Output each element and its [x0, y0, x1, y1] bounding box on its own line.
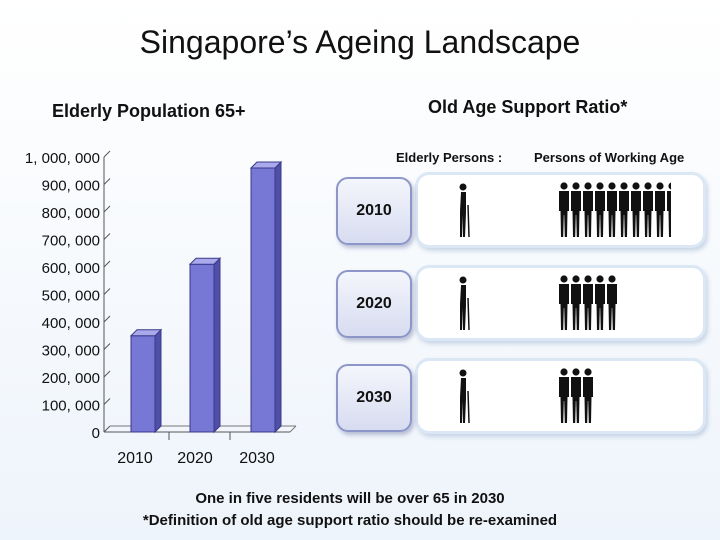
working-person-icon	[655, 182, 665, 237]
year-label-2020: 2020	[336, 270, 412, 338]
bar-top-2010	[129, 329, 163, 337]
y-gridline	[103, 425, 111, 433]
elderly-figures	[458, 274, 470, 332]
y-gridline	[103, 315, 111, 323]
y-gridline	[103, 343, 111, 350]
y-tick-label: 900, 000	[42, 178, 100, 195]
working-person-icon	[631, 182, 641, 237]
x-tick-label: 2030	[239, 450, 275, 467]
y-gridline	[103, 205, 111, 213]
working-person-icon	[571, 182, 581, 237]
working-person-icon	[607, 275, 617, 330]
working-person-icon	[559, 182, 569, 237]
y-tick-label: 1, 000, 000	[25, 150, 100, 167]
bar-side-2020	[213, 257, 221, 434]
working-age-figures	[558, 274, 618, 332]
working-age-figures	[558, 367, 594, 425]
working-person-icon	[667, 182, 671, 237]
y-gridline	[103, 150, 111, 158]
bar-side-2030	[274, 160, 282, 434]
working-person-icon	[607, 182, 617, 237]
bar-2010	[130, 335, 156, 433]
elderly-population-heading: Elderly Population 65+	[52, 101, 246, 121]
y-tick-label: 600, 000	[42, 260, 100, 277]
bar-2020	[189, 263, 215, 433]
support-ratio-heading: Old Age Support Ratio*	[428, 97, 628, 117]
y-gridline	[103, 370, 111, 378]
y-tick-label: 800, 000	[42, 205, 100, 222]
working-person-icon	[643, 182, 653, 237]
working-person-icon	[583, 368, 593, 423]
x-tick-label: 2010	[117, 450, 153, 467]
bar-top-2020	[188, 257, 222, 265]
y-tick-label: 700, 000	[42, 233, 100, 250]
y-tick-label: 100, 000	[42, 398, 100, 415]
elderly-population-chart: 0 100, 000 200, 000 300, 000 400, 000 500, 00…	[25, 150, 297, 467]
slide-title: Singapore’s Ageing Landscape	[139, 24, 581, 60]
bar-2030	[250, 167, 276, 433]
y-tick-label: 400, 000	[42, 315, 100, 332]
working-person-icon	[559, 368, 569, 423]
year-label-2030: 2030	[336, 364, 412, 432]
bar-top-2030	[249, 161, 283, 169]
working-person-icon	[595, 275, 605, 330]
elderly-person-icon	[459, 276, 470, 331]
y-gridline	[103, 260, 111, 268]
working-person-icon	[571, 275, 581, 330]
x-axis-corner	[289, 425, 297, 433]
elderly-person-icon	[459, 369, 470, 424]
working-person-icon	[595, 182, 605, 237]
ratio-row-2020	[415, 265, 706, 341]
y-gridline	[103, 178, 111, 185]
legend-working-age: Persons of Working Age	[534, 150, 685, 165]
legend-elderly-persons: Elderly Persons :	[396, 150, 503, 165]
ratio-row-2010	[415, 172, 706, 248]
working-person-icon	[619, 182, 629, 237]
footer-note-residents: One in five residents will be over 65 in…	[195, 490, 505, 507]
working-person-icon	[571, 368, 581, 423]
bar-side-2010	[154, 328, 162, 434]
year-label-2010: 2010	[336, 177, 412, 245]
elderly-person-icon	[459, 183, 470, 238]
y-tick-label: 500, 000	[42, 288, 100, 305]
x-tick-label: 2020	[177, 450, 213, 467]
working-person-icon	[583, 182, 593, 237]
working-person-icon	[583, 275, 593, 330]
working-age-figures	[558, 181, 671, 239]
footer-note-definition: *Definition of old age support ratio sho…	[142, 512, 558, 529]
y-gridline	[103, 233, 111, 240]
y-tick-label: 200, 000	[42, 370, 100, 387]
elderly-figures	[458, 367, 470, 425]
y-gridline	[103, 288, 111, 295]
y-tick-label: 0	[92, 425, 100, 442]
working-person-icon	[559, 275, 569, 330]
ratio-row-2030	[415, 358, 706, 434]
elderly-figures	[458, 181, 470, 239]
y-gridline	[103, 398, 111, 405]
y-tick-label: 300, 000	[42, 343, 100, 360]
